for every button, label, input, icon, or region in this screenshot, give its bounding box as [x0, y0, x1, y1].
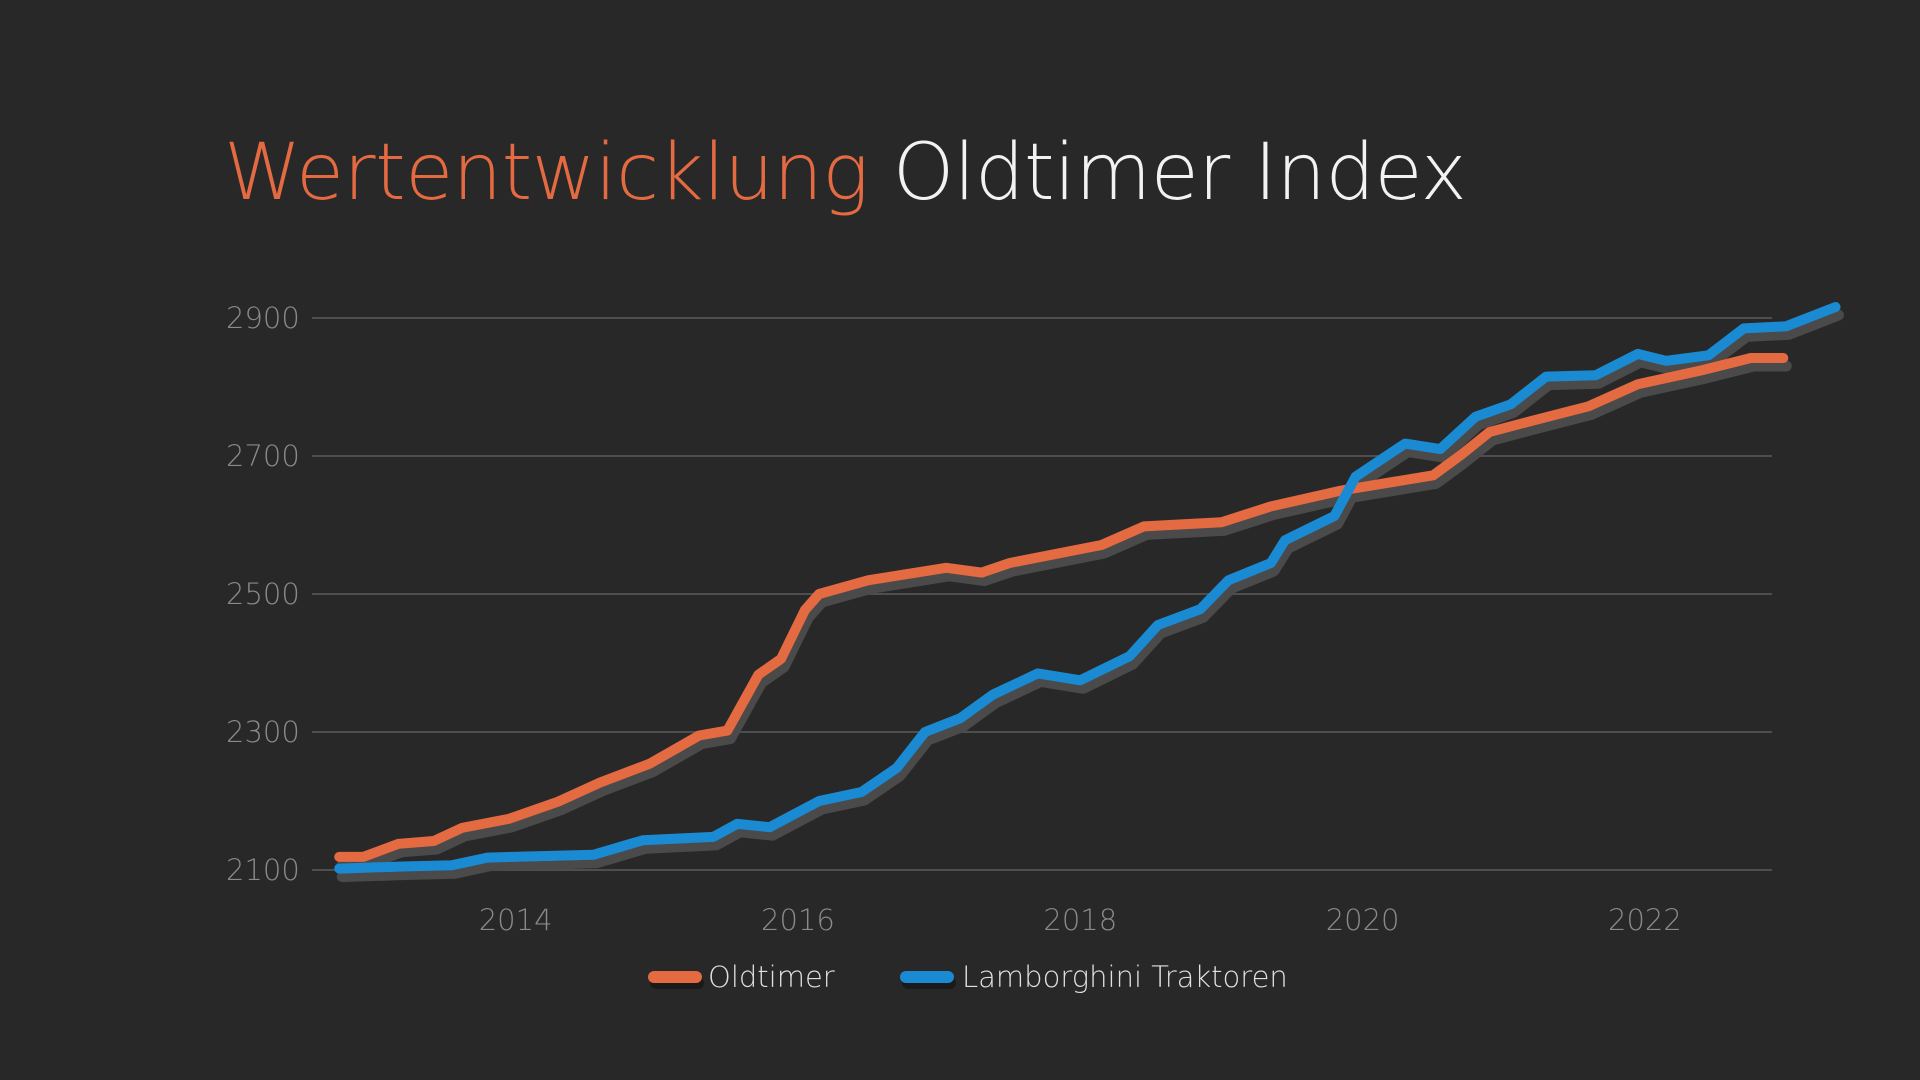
legend-label-lamborghini-traktoren: Lamborghini Traktoren [962, 960, 1288, 994]
x-tick-label: 2020 [1326, 903, 1400, 937]
series-line-lamborghini-traktoren [334, 302, 1841, 874]
series-shadow-1 [336, 309, 1844, 883]
series-lines [334, 302, 1841, 874]
x-tick-label: 2022 [1608, 903, 1682, 937]
series-shadow-0 [336, 360, 1792, 871]
legend-label-oldtimer: Oldtimer [708, 960, 835, 994]
chart-title: Wertentwicklung Oldtimer Index [224, 128, 1467, 218]
series-shadows [336, 309, 1844, 883]
grid-lines [312, 317, 1772, 871]
title-accent: Wertentwicklung [224, 128, 869, 218]
y-tick-label: 2500 [226, 577, 300, 611]
y-tick-label: 2100 [226, 853, 300, 887]
series-line-oldtimer [334, 353, 1789, 862]
y-tick-label: 2700 [226, 439, 300, 473]
x-tick-label: 2014 [479, 903, 553, 937]
y-tick-label: 2300 [226, 715, 300, 749]
title-rest: Oldtimer Index [892, 128, 1467, 218]
x-axis-ticks: 2014 2016 2018 2020 2022 [479, 903, 1682, 937]
x-tick-label: 2018 [1043, 903, 1117, 937]
legend: Oldtimer Lamborghini Traktoren [648, 960, 1288, 994]
x-tick-label: 2016 [761, 903, 835, 937]
y-tick-label: 2900 [226, 301, 300, 335]
y-axis-ticks: 2100 2300 2500 2700 2900 [226, 301, 300, 887]
